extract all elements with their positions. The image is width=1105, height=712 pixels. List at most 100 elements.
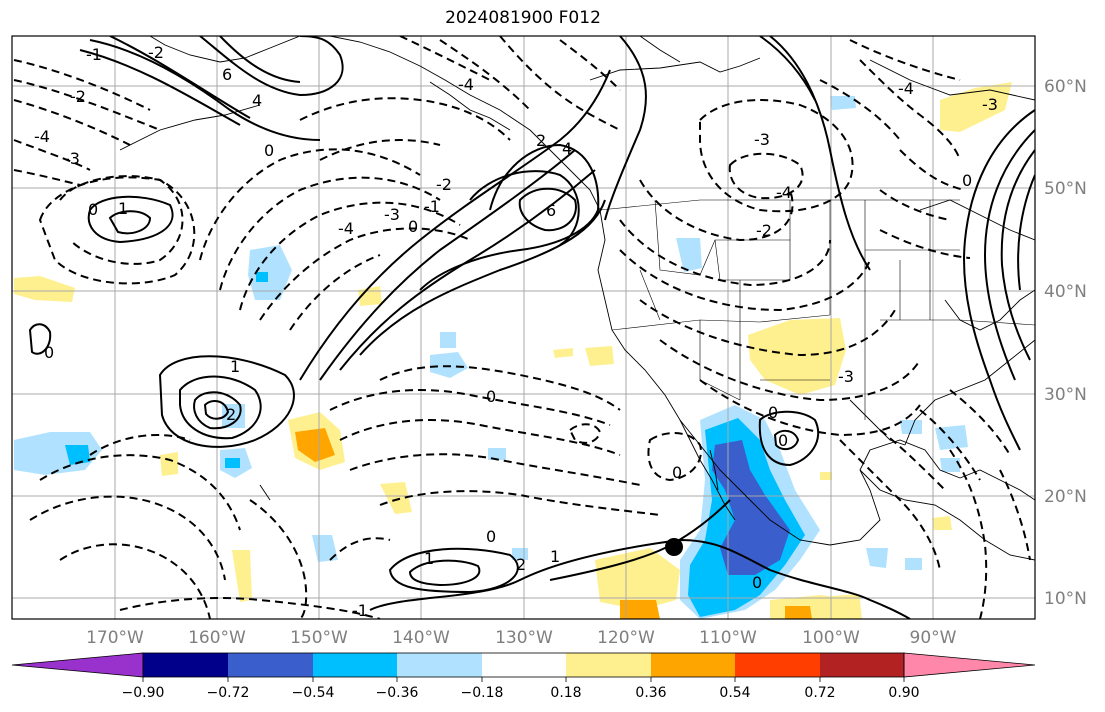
colorbar-segment (228, 653, 313, 677)
negative-anomaly-patch (430, 352, 468, 378)
negative-anomaly-patch (676, 238, 702, 272)
colorbar-tick-label: −0.18 (461, 685, 504, 701)
positive-anomaly-patch (595, 548, 680, 610)
lon-label-130w: 130°W (495, 628, 553, 648)
solid-contours (28, 36, 1035, 619)
colorbar-tick-label: 0.36 (635, 685, 666, 701)
contour-labels: -1 -2 6 4 -2 -4 -3 0 1 0 -4 -3 0 -1 -2 -… (34, 43, 998, 620)
contour-label: 0 (486, 527, 496, 546)
lon-label-160w: 160°W (188, 628, 246, 648)
negative-anomaly-patch (900, 420, 922, 434)
contour-label: 2 (516, 555, 526, 574)
positive-anomaly-patch (820, 472, 832, 480)
negative-anomaly-patch (830, 96, 856, 110)
positive-anomaly-patch (14, 276, 75, 302)
lat-label-20n: 20°N (1044, 487, 1087, 507)
contour-label: -3 (754, 130, 770, 149)
contour-label: -2 (70, 87, 86, 106)
contour-label: 1 (424, 549, 434, 568)
colorbar-tick-label: 0.72 (804, 685, 835, 701)
lat-label-60n: 60°N (1044, 77, 1087, 97)
colorbar-tick-label: 0.18 (550, 685, 581, 701)
contour-label: 1 (118, 199, 128, 218)
colorbar-segment (313, 653, 397, 677)
negative-anomaly-patch (14, 432, 102, 475)
contour-label: 0 (44, 343, 54, 362)
lon-label-120w: 120°W (597, 628, 655, 648)
map-frame (11, 35, 1036, 620)
positive-anomaly-patch (620, 600, 660, 619)
negative-anomaly-strong (712, 440, 790, 575)
contour-label: 4 (562, 139, 572, 158)
lat-label-50n: 50°N (1044, 179, 1087, 199)
lon-label-100w: 100°W (802, 628, 860, 648)
negative-anomaly-patch (256, 272, 268, 282)
negative-anomaly-patch (940, 458, 960, 472)
colorbar-tick-label: −0.72 (207, 685, 250, 701)
contour-label: -3 (384, 205, 400, 224)
contour-label: 1 (550, 547, 560, 566)
colorbar-tick-label: −0.36 (376, 685, 419, 701)
contour-label: -3 (982, 95, 998, 114)
contour-label: -1 (352, 601, 368, 620)
colorbar-segment (566, 653, 651, 677)
colorbar-tick-label: −0.54 (292, 685, 335, 701)
colorbar-tick-label: −0.90 (122, 685, 165, 701)
contour-label: 6 (222, 65, 232, 84)
contour-label: 2 (536, 131, 546, 150)
contour-label: -1 (86, 45, 102, 64)
contour-label: -4 (458, 75, 474, 94)
latitude-axis: 60°N 50°N 40°N 30°N 20°N 10°N (1044, 77, 1087, 609)
contour-label: -3 (64, 149, 80, 168)
positive-anomaly-patch (295, 428, 335, 462)
contour-label: 0 (768, 403, 778, 422)
colorbar-extend-max (903, 652, 1036, 678)
dashed-contours (13, 36, 1031, 619)
positive-anomaly-patch (785, 606, 812, 619)
contour-label: 4 (252, 91, 262, 110)
lon-label-150w: 150°W (290, 628, 348, 648)
negative-anomaly-patch (488, 448, 506, 460)
colorbar-segment (820, 653, 904, 677)
graticule (12, 36, 1035, 619)
contour-label: 0 (752, 573, 762, 592)
negative-anomaly-patch (905, 558, 922, 570)
contour-label: 0 (264, 141, 274, 160)
positive-anomaly-patch (748, 318, 846, 395)
contour-label: 1 (230, 357, 240, 376)
colorbar: −0.90 −0.72 −0.54 −0.36 −0.18 0.18 0.36 … (11, 652, 1036, 701)
colorbar-segment (482, 653, 566, 677)
lon-label-170w: 170°W (86, 628, 144, 648)
contour-label: 6 (546, 201, 556, 220)
negative-anomaly-patch (225, 458, 240, 468)
contour-label: -2 (148, 43, 164, 62)
positive-anomaly-patch (932, 516, 952, 530)
lon-label-110w: 110°W (699, 628, 757, 648)
contour-label: -4 (338, 219, 354, 238)
positive-anomaly-patch (553, 348, 573, 358)
contour-label: -2 (436, 175, 452, 194)
negative-anomaly-patch (248, 245, 292, 300)
colorbar-tick-label: 0.90 (888, 685, 919, 701)
colorbar-segment (735, 653, 820, 677)
positive-anomaly-patch (160, 452, 178, 476)
positive-anomaly-patch (380, 482, 412, 514)
positive-anomaly-patch (940, 82, 1012, 132)
contour-label: 2 (226, 405, 236, 424)
positive-anomaly-patch (232, 550, 252, 602)
colorbar-segment (651, 653, 735, 677)
contour-label: -4 (34, 127, 50, 146)
lon-label-140w: 140°W (392, 628, 450, 648)
lon-label-90w: 90°W (910, 628, 957, 648)
map-title: 2024081900 F012 (445, 8, 601, 28)
coastlines (119, 36, 1035, 561)
positive-anomaly-patch (832, 594, 860, 619)
contour-label: 0 (486, 387, 496, 406)
storm-center-marker[interactable] (665, 538, 683, 556)
negative-anomaly-patch (65, 445, 90, 465)
longitude-axis: 170°W 160°W 150°W 140°W 130°W 120°W 110°… (86, 628, 957, 648)
contour-label: 0 (672, 463, 682, 482)
colorbar-segment (143, 653, 228, 677)
negative-anomaly-patch (440, 332, 456, 348)
